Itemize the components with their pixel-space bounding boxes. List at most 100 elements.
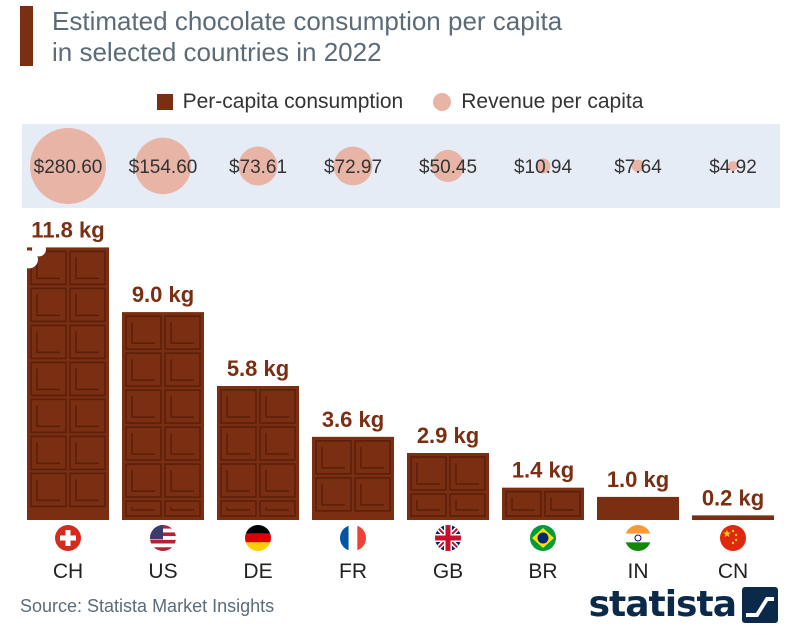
country-code-DE: DE [243, 560, 272, 583]
china-flag: ★ [720, 525, 746, 551]
bar-piece-mark [75, 257, 99, 280]
bar-piece-mark [455, 463, 479, 485]
chocolate-bar-BR [502, 487, 584, 520]
bar-piece [69, 250, 106, 286]
logo-wordmark: statista [588, 584, 737, 625]
bar-piece-mark [416, 500, 440, 511]
svg-text:★: ★ [723, 529, 732, 540]
bar-piece-mark [75, 294, 99, 317]
bar-piece-mark [321, 483, 345, 506]
title-line-1: Estimated chocolate consumption per capi… [52, 6, 563, 36]
revenue-bubble-US [134, 137, 192, 195]
consumption-label-IN: 1.0 kg [607, 467, 669, 492]
bar-body-GB [407, 453, 489, 520]
bar-piece [125, 463, 162, 498]
revenue-bubble-BR [535, 158, 551, 174]
bite-mark [20, 250, 38, 269]
bar-body-DE [217, 386, 299, 520]
bar-piece [259, 463, 296, 498]
uk-flag [435, 525, 461, 551]
bar-piece-mark [75, 405, 99, 428]
bar-piece-mark [226, 507, 250, 511]
chocolate-bar-DE [217, 386, 299, 520]
title-accent-bar [20, 6, 33, 66]
consumption-label-FR: 3.6 kg [322, 407, 384, 432]
bar-piece-mark [170, 433, 194, 455]
bar-piece [164, 463, 201, 498]
bar-piece [69, 361, 106, 397]
revenue-bubble-FR [333, 146, 373, 186]
consumption-label-BR: 1.4 kg [512, 458, 574, 483]
chocolate-bar-IN [597, 496, 679, 520]
bar-piece-mark [131, 359, 155, 381]
logo-icon [742, 586, 778, 623]
bar-piece-mark [265, 470, 289, 492]
bar-piece [544, 490, 581, 517]
bar-piece [449, 493, 486, 517]
chocolate-bar-CN [692, 515, 774, 520]
bar-piece-mark [36, 368, 60, 391]
usa-flag [150, 525, 176, 551]
bar-piece [505, 490, 542, 517]
consumption-label-US: 9.0 kg [132, 282, 194, 307]
bar-piece-mark [75, 442, 99, 465]
france-flag [340, 525, 366, 551]
bar-piece [69, 324, 106, 360]
bar-piece-mark [360, 483, 384, 506]
bar-piece [315, 477, 352, 512]
bar-body-CN [692, 515, 774, 520]
bar-piece [30, 472, 67, 508]
bar-piece-mark [75, 331, 99, 354]
bar-piece-mark [265, 507, 289, 511]
bar-piece [69, 435, 106, 471]
consumption-label-DE: 5.8 kg [227, 356, 289, 381]
revenue-bubble-IN [631, 159, 645, 173]
bar-body-CH [27, 247, 109, 521]
revenue-swatch [433, 93, 452, 111]
bar-piece-mark [36, 331, 60, 354]
bar-piece-mark [131, 507, 155, 511]
country-code-IN: IN [628, 560, 649, 583]
country-code-CH: CH [53, 560, 83, 583]
bar-piece-mark [36, 294, 60, 317]
bar-piece-mark [75, 368, 99, 391]
bar-piece [410, 493, 447, 517]
chocolate-bar-CH [20, 242, 109, 521]
bar-piece-mark [36, 405, 60, 428]
bar-piece [410, 456, 447, 491]
bar-piece-mark [265, 396, 289, 418]
bar-piece-mark [321, 446, 345, 469]
consumption-label-CH: 11.8 kg [31, 217, 104, 242]
bar-piece [30, 435, 67, 471]
bar-piece [125, 315, 162, 350]
legend-item-consumption: Per-capita consumption [156, 90, 404, 114]
bar-piece [164, 426, 201, 461]
bar-piece-mark [226, 470, 250, 492]
source-note: Source: Statista Market Insights [20, 596, 275, 616]
chocolate-bar-US [122, 312, 204, 520]
bar-piece-mark [455, 500, 479, 511]
legend-label-revenue: Revenue per capita [461, 90, 644, 113]
revenue-label-US: $154.60 [129, 157, 198, 178]
chart-title: Estimated chocolate consumption per capi… [52, 6, 772, 68]
revenue-label-DE: $73.61 [229, 157, 287, 178]
bar-piece [69, 398, 106, 434]
chart-legend: Per-capita consumption Revenue per capit… [0, 88, 800, 116]
bar-piece [259, 389, 296, 424]
consumption-label-CN: 0.2 kg [702, 485, 764, 510]
chocolate-bar-FR [312, 436, 394, 520]
consumption-label-GB: 2.9 kg [417, 423, 479, 448]
consumption-swatch [156, 94, 173, 110]
bar-piece [30, 398, 67, 434]
bar-piece-mark [170, 359, 194, 381]
revenue-label-IN: $7.64 [614, 157, 662, 178]
bar-piece-mark [511, 497, 535, 511]
revenue-label-CH: $280.60 [34, 157, 103, 178]
bar-piece-mark [170, 396, 194, 418]
statista-logo: statista [589, 584, 778, 625]
bar-piece [220, 463, 257, 498]
bar-piece [30, 361, 67, 397]
revenue-label-FR: $72.97 [324, 157, 382, 178]
legend-label-consumption: Per-capita consumption [182, 90, 404, 113]
brazil-flag [530, 525, 556, 551]
